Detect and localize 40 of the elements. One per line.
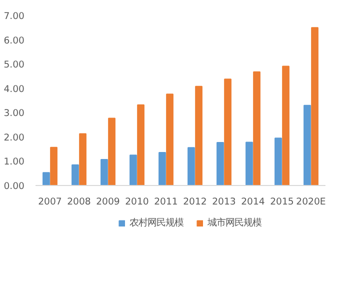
bar	[50, 146, 58, 186]
y-tick-label: 4.00	[4, 84, 25, 95]
bar	[108, 118, 116, 186]
x-tick-label: 2009	[96, 196, 120, 208]
x-tick-label: 2020E	[296, 196, 326, 208]
bar	[224, 78, 232, 186]
bar	[216, 142, 224, 186]
x-tick-label: 2008	[67, 196, 91, 208]
x-tick-label: 2007	[38, 196, 62, 208]
bar	[253, 71, 260, 186]
y-tick-label: 5.00	[4, 60, 25, 71]
bar	[166, 94, 174, 186]
y-tick-label: 6.00	[4, 35, 25, 46]
y-tick-label: 2.00	[4, 132, 25, 144]
x-tick-label: 2015	[270, 196, 294, 208]
x-tick-label: 2014	[241, 196, 265, 208]
bar	[79, 133, 86, 186]
x-tick-label: 2012	[183, 196, 207, 208]
y-tick-label: 7.00	[4, 11, 25, 22]
legend-label: 农村网民规模	[130, 216, 184, 230]
bar	[72, 164, 79, 186]
bar	[195, 86, 202, 186]
x-tick-label: 2011	[154, 196, 178, 208]
bar	[274, 138, 282, 186]
bar	[304, 104, 311, 186]
bar	[311, 27, 318, 186]
y-tick-label: 0.00	[4, 181, 25, 192]
bar	[137, 104, 144, 186]
x-tick-label: 2013	[212, 196, 236, 208]
bar	[42, 172, 50, 186]
bar	[246, 142, 253, 186]
x-tick-label: 2010	[125, 196, 149, 208]
bar	[130, 154, 137, 186]
bar	[158, 152, 166, 186]
bar	[282, 66, 290, 186]
bar	[188, 147, 195, 186]
legend-label: 城市网民规模	[208, 216, 262, 230]
bar	[100, 159, 108, 186]
y-tick-label: 3.00	[4, 108, 25, 120]
y-tick-label: 1.00	[4, 156, 25, 168]
